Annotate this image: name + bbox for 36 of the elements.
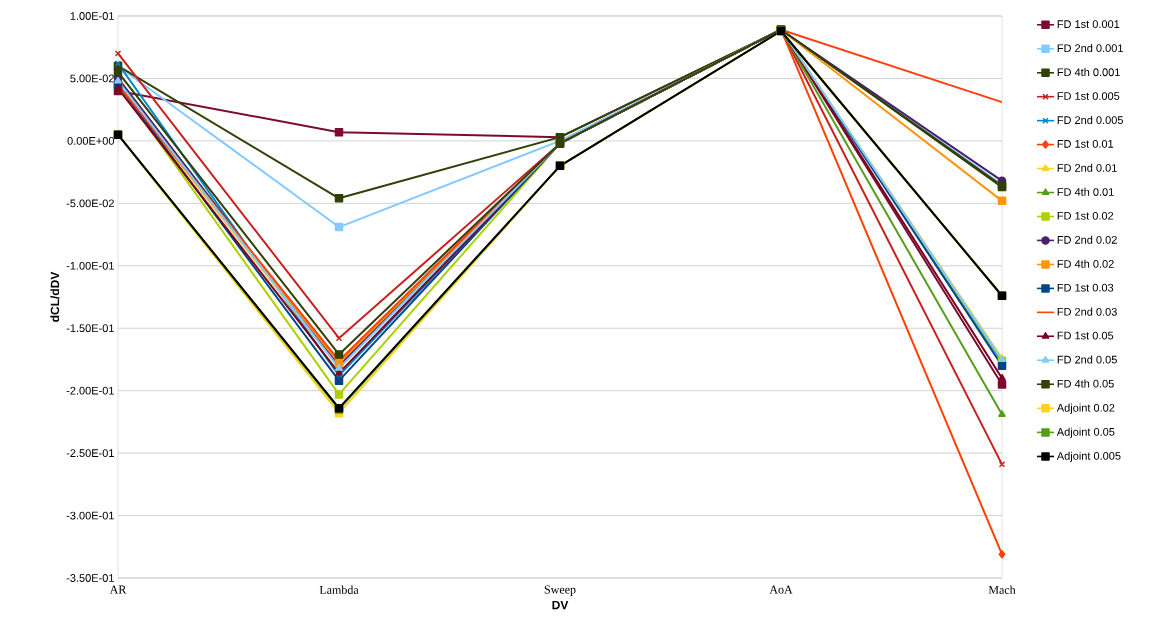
y-tick-label: -2.00E-01 bbox=[66, 386, 114, 395]
x-tick-label: Lambda bbox=[319, 585, 359, 594]
legend-label: FD 4th 0.01 bbox=[1057, 187, 1114, 196]
legend-label: FD 1st 0.05 bbox=[1057, 331, 1114, 340]
y-tick-label: -1.50E-01 bbox=[66, 324, 114, 333]
y-tick-label: -2.50E-01 bbox=[66, 449, 114, 458]
x-tick-label: Sweep bbox=[544, 585, 576, 597]
y-tick-label: 0.00E+00 bbox=[67, 137, 115, 145]
legend-label: Adjoint 0.005 bbox=[1056, 451, 1121, 462]
legend-label: FD 1st 0.005 bbox=[1057, 92, 1120, 100]
y-axis-title: dCL/dDV bbox=[50, 271, 60, 322]
legend-label: FD 2nd 0.001 bbox=[1057, 43, 1123, 53]
x-tick-label: AoA bbox=[769, 585, 793, 594]
legend-label: FD 2nd 0.02 bbox=[1057, 235, 1117, 244]
legend-label: FD 2nd 0.05 bbox=[1057, 355, 1117, 364]
legend-label: Adjoint 0.05 bbox=[1056, 427, 1115, 438]
y-tick-label: 1.00E-01 bbox=[70, 12, 114, 20]
legend-label: FD 2nd 0.01 bbox=[1057, 163, 1117, 172]
legend-label: FD 2nd 0.005 bbox=[1057, 115, 1123, 124]
legend-label: FD 4th 0.001 bbox=[1057, 68, 1120, 77]
y-tick-label: -3.00E-01 bbox=[66, 511, 114, 520]
y-tick-label: -3.50E-01 bbox=[66, 574, 114, 582]
legend-label: FD 1st 0.03 bbox=[1057, 283, 1114, 292]
x-tick-label: Mach bbox=[988, 585, 1016, 594]
legend-label: FD 4th 0.05 bbox=[1057, 379, 1114, 388]
legend-label: FD 2nd 0.03 bbox=[1057, 307, 1117, 316]
x-tick-label: AR bbox=[109, 585, 127, 594]
legend-label: FD 1st 0.02 bbox=[1057, 211, 1114, 220]
legend-label: Adjoint 0.02 bbox=[1056, 403, 1115, 414]
y-tick-label: 5.00E-02 bbox=[70, 74, 114, 83]
y-tick-label: -1.00E-01 bbox=[66, 261, 114, 270]
legend-label: FD 1st 0.01 bbox=[1057, 139, 1114, 148]
x-axis-title: DV bbox=[552, 600, 569, 610]
y-tick-label: -5.00E-02 bbox=[66, 199, 114, 208]
legend-label: FD 1st 0.001 bbox=[1057, 20, 1120, 28]
legend-label: FD 4th 0.02 bbox=[1057, 259, 1114, 268]
